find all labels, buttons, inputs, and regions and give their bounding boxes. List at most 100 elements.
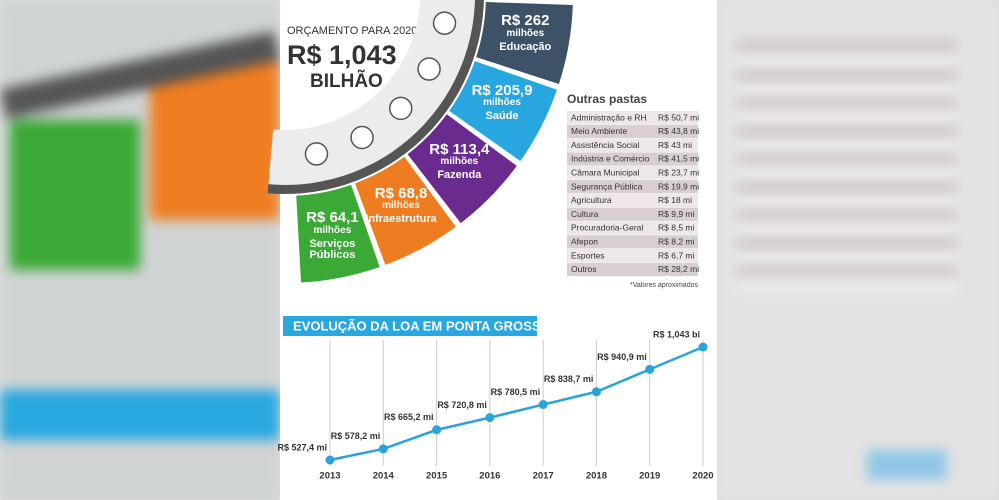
- value-label: R$ 720,8 mi: [437, 400, 487, 410]
- segment-icon: [432, 11, 457, 35]
- x-tick-label: 2019: [639, 471, 660, 482]
- segment-value: R$ 262: [501, 12, 550, 30]
- segment-label: R$ 262 milhões Educação: [480, 13, 570, 53]
- row-value: R$ 18 mi: [658, 195, 692, 205]
- value-label: R$ 780,5 mi: [491, 387, 541, 397]
- row-value: R$ 8,2 mi: [658, 236, 694, 246]
- point: [378, 444, 388, 454]
- segment-value: R$ 205,9: [471, 81, 533, 99]
- row-name: Cultura: [571, 209, 599, 219]
- segment-unit: milhões: [382, 200, 420, 212]
- value-label: R$ 940,9 mi: [597, 352, 647, 362]
- table-row: [567, 111, 698, 125]
- row-value: R$ 43,8 mi: [658, 126, 699, 136]
- table-title: Outras pastas: [567, 92, 647, 106]
- row-name: Agricultura: [571, 195, 612, 205]
- blurred-background: [0, 0, 280, 500]
- segment-label: Serviços Públicos: [309, 237, 356, 262]
- subtitle: ORÇAMENTO PARA 2020: [287, 25, 417, 37]
- point: [591, 387, 601, 397]
- row-value: R$ 50,7 mi: [658, 112, 699, 122]
- row-value: R$ 41,5 mi: [658, 154, 699, 164]
- row-name: Administração e RH: [571, 112, 647, 122]
- chart-title: EVOLUÇÃO DA LOA EM PONTA GROSSA: [293, 318, 550, 333]
- table-row: [567, 249, 698, 263]
- point: [432, 425, 442, 435]
- note: *Valores aproximados: [630, 282, 698, 289]
- value-label: R$ 665,2 mi: [384, 412, 434, 422]
- segment-unit: milhões: [313, 225, 352, 237]
- x-tick-label: 2016: [479, 471, 500, 482]
- x-tick-label: 2013: [319, 471, 340, 482]
- segment-unit: milhões: [483, 97, 521, 109]
- segment-icon: [388, 96, 413, 121]
- x-tick-label: 2020: [692, 471, 713, 482]
- row-value: R$ 43 mi: [658, 140, 692, 150]
- row-name: Outros: [571, 264, 597, 274]
- row-value: R$ 19,9 mi: [658, 181, 699, 191]
- icon-ring: [268, 0, 475, 185]
- table-row: [567, 124, 698, 139]
- x-tick-label: 2014: [373, 471, 395, 482]
- table-row: [567, 152, 698, 166]
- segment-icon: [350, 125, 374, 150]
- table-row: [567, 166, 698, 180]
- row-name: Meio Ambiente: [571, 126, 627, 136]
- row-name: Afepon: [571, 236, 598, 246]
- segment-value: R$ 64,1: [306, 209, 359, 227]
- point: [698, 342, 708, 352]
- segment-label: R$ 68,8 milhões Infraestrutura: [356, 184, 446, 226]
- segment: [355, 156, 456, 265]
- segment-label: Educação: [499, 40, 552, 53]
- row-value: R$ 6,7 mi: [658, 250, 694, 260]
- total-unit: BILHÃO: [310, 70, 383, 92]
- row-value: R$ 23,7 mi: [658, 167, 699, 177]
- value-label: R$ 838,7 mi: [544, 374, 594, 384]
- chart-banner: [283, 316, 537, 336]
- total-amount: R$ 1,043: [287, 40, 397, 70]
- segment-value: R$ 113,4: [429, 140, 490, 158]
- point: [538, 400, 548, 410]
- segment: [296, 184, 380, 283]
- table-row: [567, 221, 698, 235]
- table-row: [567, 235, 698, 249]
- row-name: Câmara Municipal: [571, 167, 640, 177]
- value-label: R$ 527,4 mi: [277, 442, 327, 452]
- row-name: Procuradoria-Geral: [571, 223, 643, 233]
- point: [645, 364, 655, 374]
- segment-value: R$ 68,8: [374, 184, 428, 202]
- segment: [449, 61, 557, 162]
- segment-icon: [417, 57, 441, 81]
- table-row: [567, 193, 698, 208]
- segment-label: R$ 205,9 milhões Saúde: [457, 81, 547, 123]
- row-name: Indústria e Comércio: [571, 154, 650, 164]
- segment-unit: milhões: [506, 28, 545, 40]
- value-label: R$ 1,043 bi: [653, 329, 700, 339]
- blurred-background: [717, 0, 999, 500]
- x-tick-label: 2017: [533, 471, 554, 482]
- segment-label: Saúde: [485, 109, 519, 122]
- row-name: Segurança Pública: [571, 181, 643, 191]
- segment-icon: [304, 142, 329, 166]
- segment-label: Infraestrutura: [365, 212, 437, 225]
- row-name: Assistência Social: [571, 140, 640, 150]
- table-row: [567, 207, 698, 221]
- row-name: Esportes: [571, 250, 605, 260]
- table-row: [567, 180, 698, 194]
- segment-label: R$ 64,1 milhões Serviços Públicos: [287, 210, 377, 261]
- row-value: R$ 9,9 mi: [658, 209, 694, 219]
- x-tick-label: 2015: [426, 471, 448, 482]
- segment: [407, 114, 517, 224]
- segment-unit: milhões: [440, 156, 479, 168]
- line: [329, 345, 704, 462]
- point: [485, 413, 495, 423]
- row-value: R$ 28,2 mi: [658, 264, 699, 274]
- row-value: R$ 8,5 mi: [658, 223, 694, 233]
- segment-label: Fazenda: [437, 168, 482, 181]
- point: [325, 455, 335, 465]
- value-label: R$ 578,2 mi: [331, 431, 381, 441]
- segment: [476, 2, 573, 84]
- segment-label: R$ 113,4 milhões Fazenda: [414, 140, 504, 182]
